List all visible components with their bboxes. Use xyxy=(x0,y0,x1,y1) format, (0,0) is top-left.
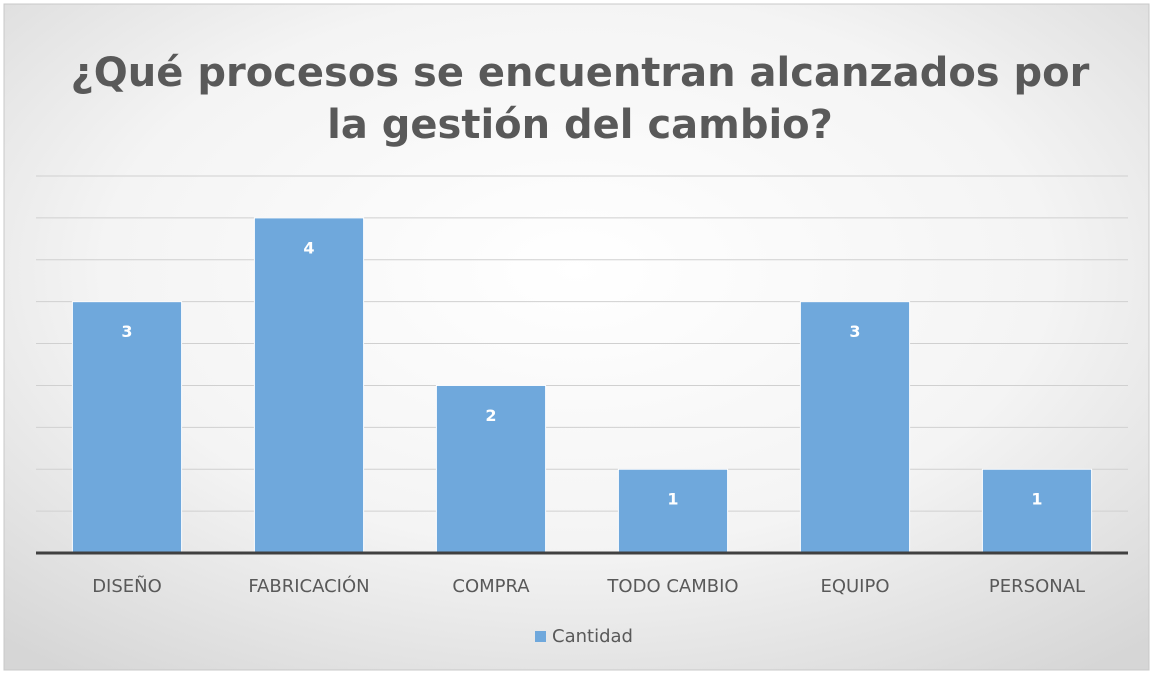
chart-background xyxy=(3,3,1150,671)
data-label: 1 xyxy=(1031,490,1042,509)
x-tick-label: DISEÑO xyxy=(92,575,162,597)
bar xyxy=(617,468,729,554)
bar xyxy=(981,468,1093,554)
bar xyxy=(253,217,365,554)
chart-title: ¿Qué procesos se encuentran alcanzados p… xyxy=(71,50,1090,96)
data-label: 2 xyxy=(485,406,496,425)
x-tick-label: TODO CAMBIO xyxy=(606,576,738,597)
data-label: 3 xyxy=(121,322,132,341)
x-tick-label: EQUIPO xyxy=(820,576,889,597)
x-tick-label: COMPRA xyxy=(452,576,530,597)
x-tick-label: FABRICACIÓN xyxy=(248,575,369,597)
bar xyxy=(71,301,183,554)
data-label: 1 xyxy=(667,490,678,509)
data-label: 4 xyxy=(303,238,314,257)
x-tick-label: PERSONAL xyxy=(989,576,1085,597)
legend-swatch xyxy=(535,631,546,642)
bar xyxy=(799,301,911,554)
chart-title: la gestión del cambio? xyxy=(327,102,833,148)
legend-label: Cantidad xyxy=(552,626,633,647)
data-label: 3 xyxy=(849,322,860,341)
